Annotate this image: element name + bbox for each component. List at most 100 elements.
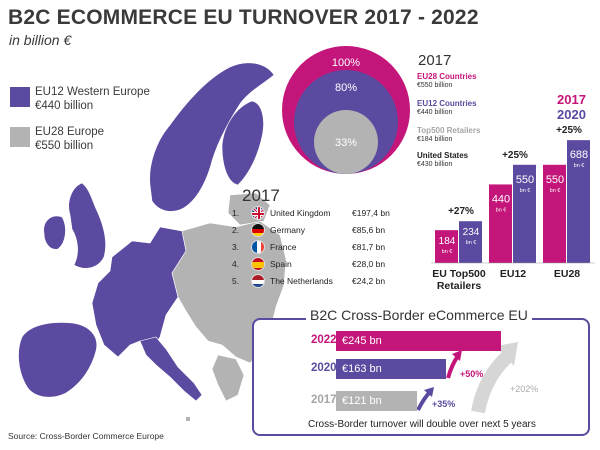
ranking-country: Spain xyxy=(270,259,292,269)
europe-map xyxy=(18,62,287,421)
circle-legend-eu12: EU12 Countries €440 billion xyxy=(417,99,477,117)
cross-border-bar: €245 bn xyxy=(336,331,501,351)
legend-eu12-value: €440 billion xyxy=(35,100,94,112)
page-subtitle: in billion € xyxy=(9,32,72,48)
uk-flag-icon xyxy=(251,206,265,220)
ranking-value: €24,2 bn xyxy=(352,276,386,286)
source-note: Source: Cross-Border Commerce Europe xyxy=(8,431,164,441)
legend-swatch-eu12 xyxy=(10,87,30,107)
bar-legend-2017: 2017 xyxy=(557,92,586,107)
ranking-row: 4. Spain €28,0 bn xyxy=(232,255,410,273)
france-flag-icon xyxy=(251,240,265,254)
cross-border-arrows: +50% +35% +202% xyxy=(416,342,538,414)
bar-2020 xyxy=(513,164,536,263)
ranking-row: 1. United Kingdom €197,4 bn xyxy=(232,204,410,222)
cross-border-year-label: 2022 xyxy=(311,334,337,346)
cross-border-year-label: 2017 xyxy=(311,394,337,406)
bar-category-label: Retailers xyxy=(437,280,482,292)
circle-top500 xyxy=(314,110,378,174)
cross-border-bar: €121 bn xyxy=(336,391,418,411)
circle-label-33: 33% xyxy=(335,137,357,149)
bar-value-label: 234 xyxy=(463,227,480,238)
circle-legend-eu28: EU28 Countries €550 billion xyxy=(417,72,477,90)
circle-legend-us-name: United States xyxy=(417,151,469,160)
bar-value-label: 440 xyxy=(492,193,510,205)
ranking-value: €197,4 bn xyxy=(352,208,390,218)
bar-unit-label: bn € xyxy=(442,249,453,255)
circle-legend-eu28-name: EU28 Countries xyxy=(417,72,477,81)
growth-label: +27% xyxy=(448,206,474,217)
growth-arrow-202 xyxy=(471,350,513,414)
bar-unit-label: bn € xyxy=(496,207,507,213)
circle-label-80: 80% xyxy=(335,82,357,94)
nested-circles: 100% 80% 33% xyxy=(282,46,410,174)
page-title: B2C ECOMMERCE EU TURNOVER 2017 - 2022 xyxy=(8,6,479,29)
ranking-value: €85,6 bn xyxy=(352,225,386,235)
cross-border-footnote: Cross-Border turnover will double over n… xyxy=(308,419,536,430)
bar-category-label: EU Top500 xyxy=(432,268,486,280)
growth-label: +25% xyxy=(502,150,528,161)
bar-2017 xyxy=(435,230,458,263)
map-great-britain xyxy=(68,182,106,269)
circle-legend-top500-value: €184 billion xyxy=(417,136,453,143)
circle-label-100: 100% xyxy=(332,57,360,69)
legend-swatch-eu28 xyxy=(10,127,30,147)
circle-legend-us-value: €430 billion xyxy=(417,161,453,168)
map-continental-west xyxy=(91,226,187,358)
legend-eu12: EU12 Western Europe €440 billion xyxy=(35,85,150,113)
ranking-number: 5. xyxy=(232,276,240,286)
circle-legend-top500-name: Top500 Retailers xyxy=(417,126,481,135)
bar-legend-2020: 2020 xyxy=(557,107,586,122)
bar-2020 xyxy=(567,140,590,263)
circles-year: 2017 xyxy=(418,52,452,69)
circle-legend-eu12-name: EU12 Countries xyxy=(417,99,477,108)
growth-arrowhead-35 xyxy=(424,387,434,397)
growth-arrow-50 xyxy=(446,354,460,379)
ranking-row: 3. France €81,7 bn xyxy=(232,238,410,256)
bar-category-label: EU28 xyxy=(554,268,580,280)
map-ireland xyxy=(43,215,66,250)
bar-unit-label: bn € xyxy=(520,188,531,194)
ranking-number: 2. xyxy=(232,225,240,235)
circle-legend-eu12-value: €440 billion xyxy=(417,109,453,116)
map-italy xyxy=(139,336,203,402)
cross-border-year-label: 2020 xyxy=(311,362,337,374)
ranking-country: United Kingdom xyxy=(270,208,331,218)
spain-flag-icon xyxy=(251,257,265,271)
germany-flag-icon xyxy=(251,223,265,237)
bar-value-label: 184 xyxy=(439,236,456,247)
map-malta xyxy=(186,417,190,421)
growth-arrowhead-50 xyxy=(452,350,462,361)
bar-value-label: 550 xyxy=(546,174,564,186)
bar-unit-label: bn € xyxy=(466,240,477,246)
ranking-number: 1. xyxy=(232,208,240,218)
ranking-value: €28,0 bn xyxy=(352,259,386,269)
map-iberia xyxy=(18,322,98,398)
growth-label-35: +35% xyxy=(432,399,455,409)
ranking-year: 2017 xyxy=(242,186,280,205)
map-scandinavia xyxy=(149,62,275,212)
cross-border-title: B2C Cross-Border eCommerce EU xyxy=(306,307,532,323)
bar-2017 xyxy=(489,184,512,263)
bar-value-label: 688 xyxy=(570,149,588,161)
map-greece xyxy=(211,354,245,402)
circle-legend-us: United States €430 billion xyxy=(417,151,468,169)
growth-arrow-35 xyxy=(416,390,432,411)
ranking-country: The Netherlands xyxy=(270,276,333,286)
ranking-number: 4. xyxy=(232,259,240,269)
growth-label: +25% xyxy=(556,125,582,136)
bar-unit-label: bn € xyxy=(574,163,585,169)
growth-arrowhead-202 xyxy=(496,342,518,366)
growth-label-202: +202% xyxy=(510,384,538,394)
ranking-country: France xyxy=(270,242,297,252)
cross-border-bar: €163 bn xyxy=(336,359,446,379)
ranking-row: 5. The Netherlands €24,2 bn xyxy=(232,272,410,290)
legend-eu12-name: EU12 Western Europe xyxy=(35,86,150,98)
bar-2020 xyxy=(459,221,482,263)
legend-eu28-value: €550 billion xyxy=(35,140,94,152)
bar-value-label: 550 xyxy=(516,174,534,186)
circle-legend-eu28-value: €550 billion xyxy=(417,82,453,89)
bar-2017 xyxy=(543,164,566,263)
bar-unit-label: bn € xyxy=(550,188,561,194)
